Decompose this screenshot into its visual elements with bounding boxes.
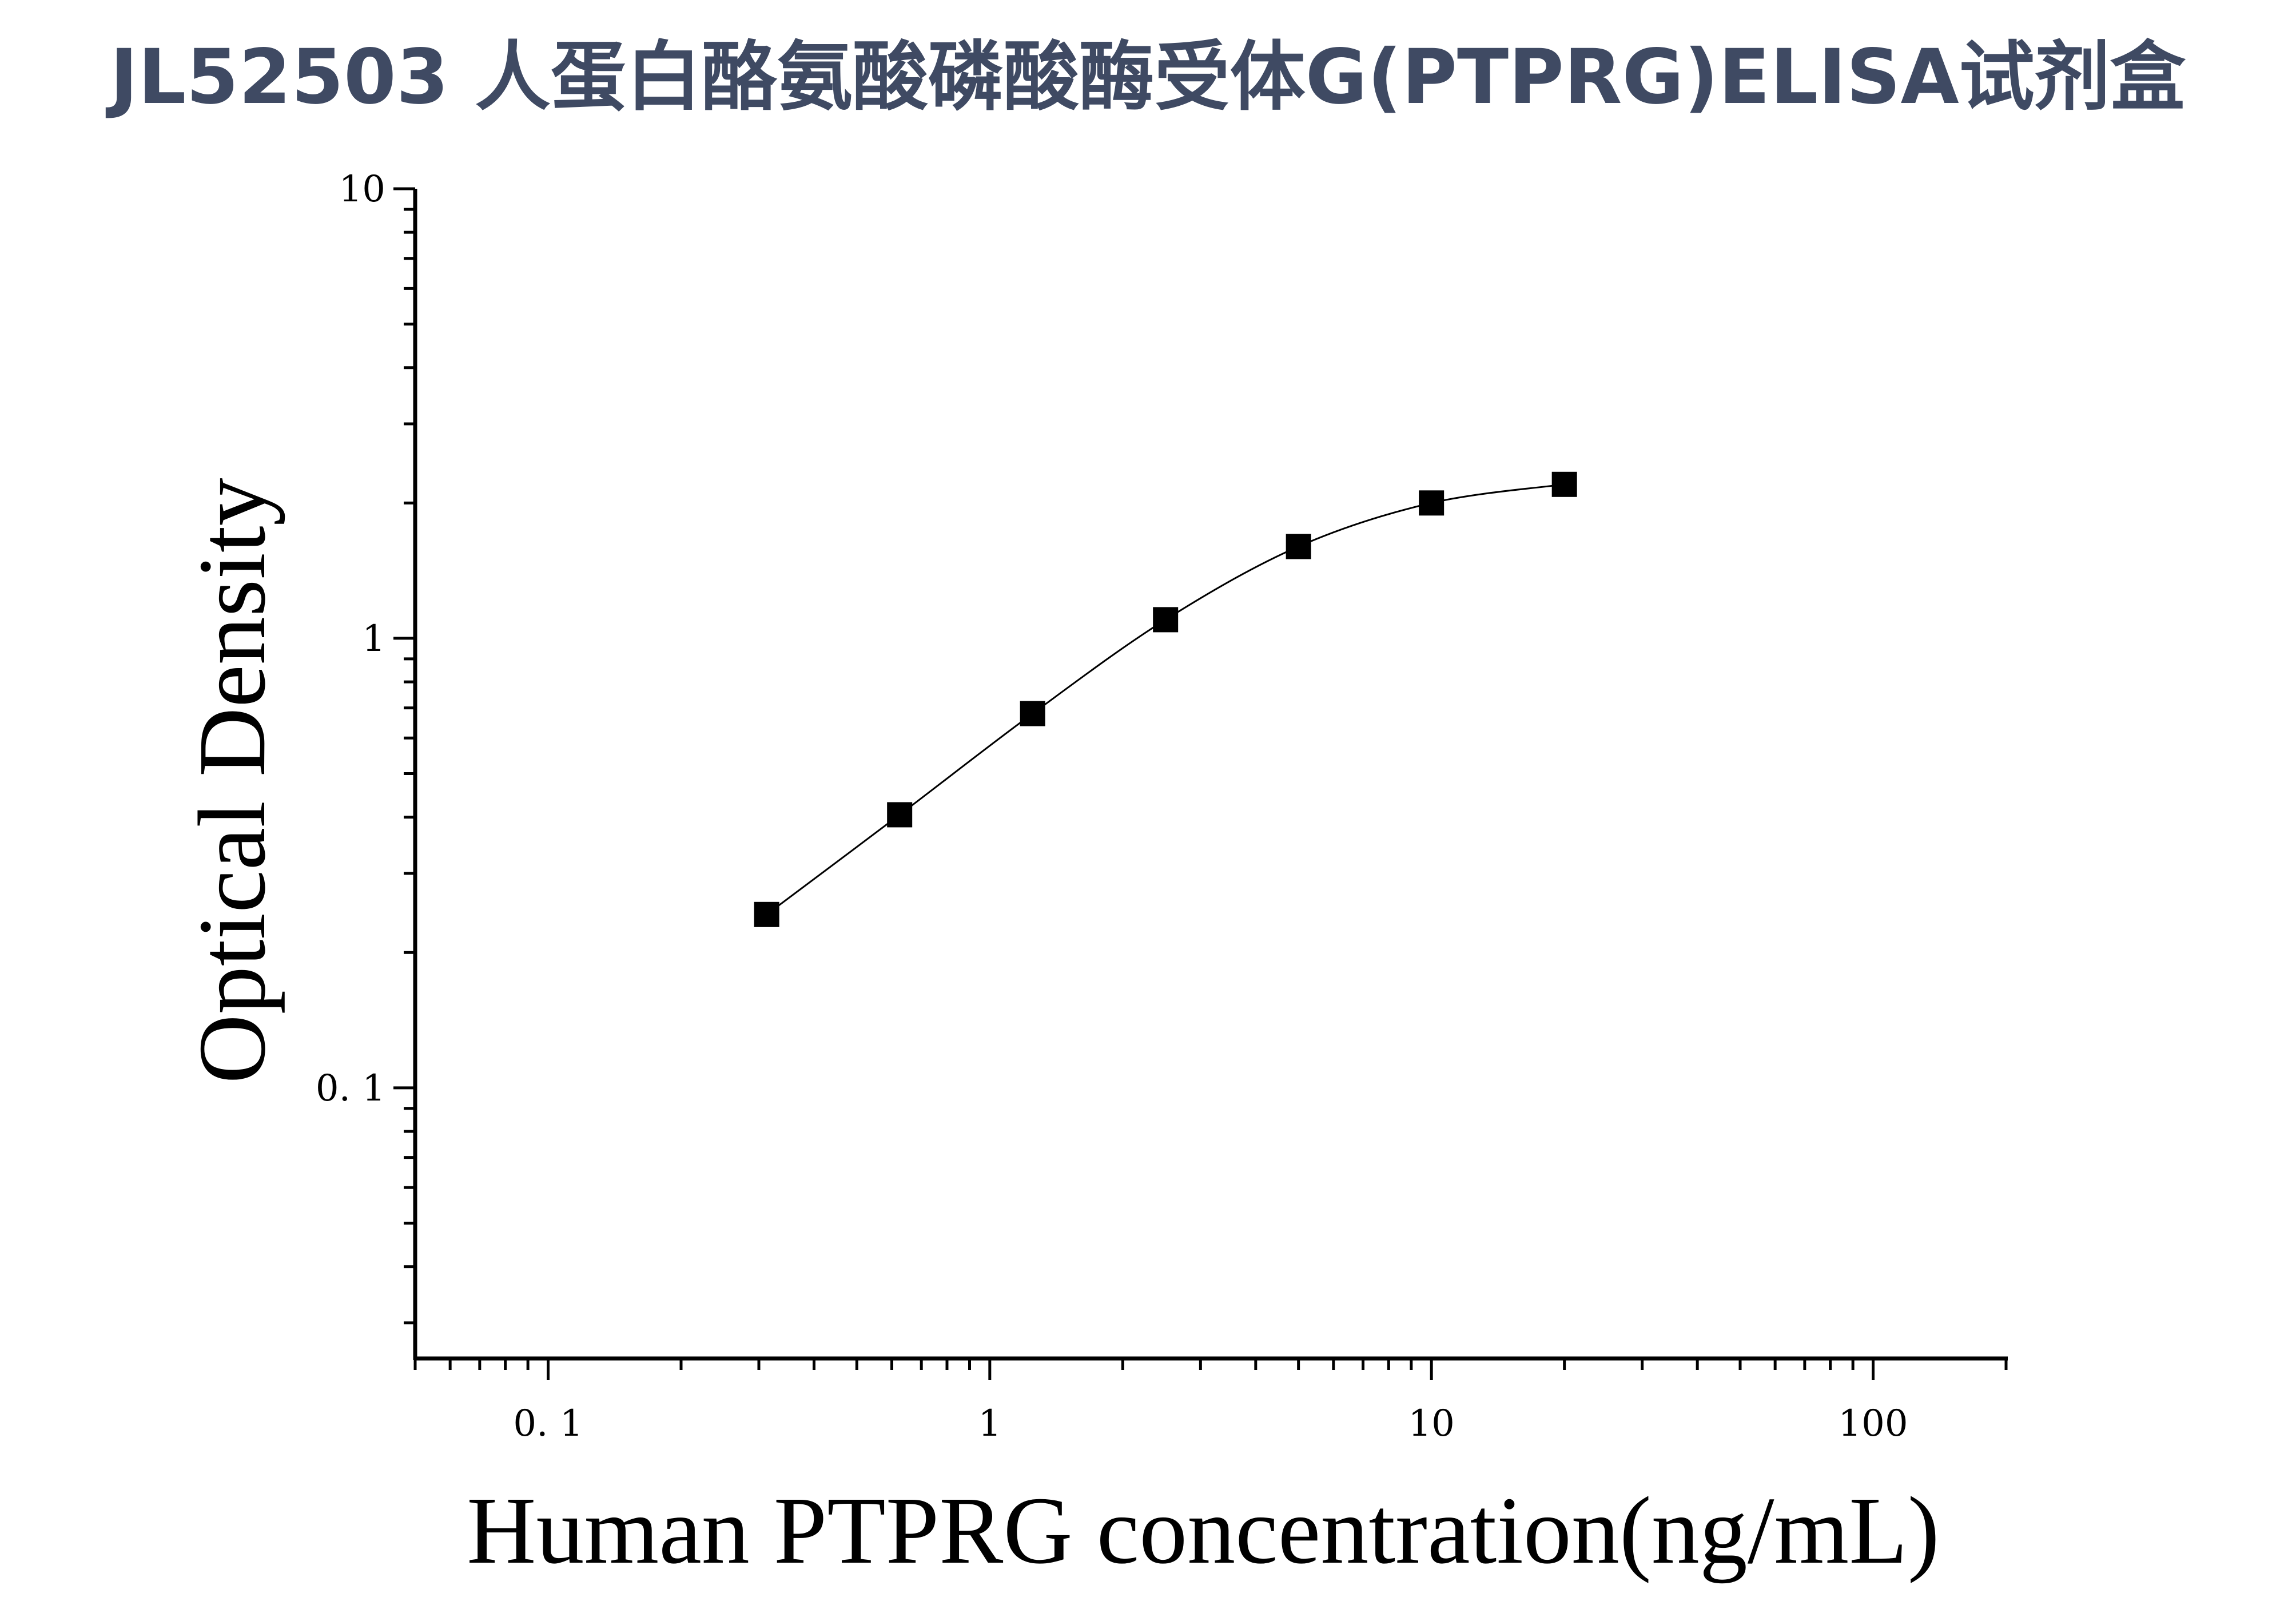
x-tick-label: 1 xyxy=(978,1403,1001,1445)
x-tick-label: 10 xyxy=(1408,1403,1454,1445)
y-axis-label: Optical Density xyxy=(179,478,285,1083)
data-point xyxy=(1153,607,1179,633)
x-tick-label: 0. 1 xyxy=(513,1403,583,1445)
chart-title: JL52503 人蛋白酪氨酸磷酸酶受体G(PTPRG)ELISA试剂盒 xyxy=(105,33,2186,121)
data-point xyxy=(1286,534,1311,559)
x-tick-label: 100 xyxy=(1838,1403,1908,1445)
data-point xyxy=(887,802,913,828)
y-tick-label: 10 xyxy=(339,168,385,210)
y-tick-label: 1 xyxy=(362,618,385,660)
plot-area: 0. 1 1 10 100 0. 1 1 10 xyxy=(316,168,2008,1445)
x-axis-label: Human PTPRG concentration(ng/mL) xyxy=(467,1477,1940,1584)
data-point xyxy=(1419,490,1445,516)
fit-curve xyxy=(766,483,1565,915)
data-point xyxy=(1020,701,1045,726)
data-point xyxy=(1551,471,1577,497)
tick-labels-layer: 0. 1 1 10 100 0. 1 1 10 xyxy=(316,168,1908,1445)
data-points-layer xyxy=(754,471,1577,927)
data-point xyxy=(754,901,779,927)
y-tick-label: 0. 1 xyxy=(316,1067,385,1110)
ticks-layer xyxy=(393,187,2008,1380)
